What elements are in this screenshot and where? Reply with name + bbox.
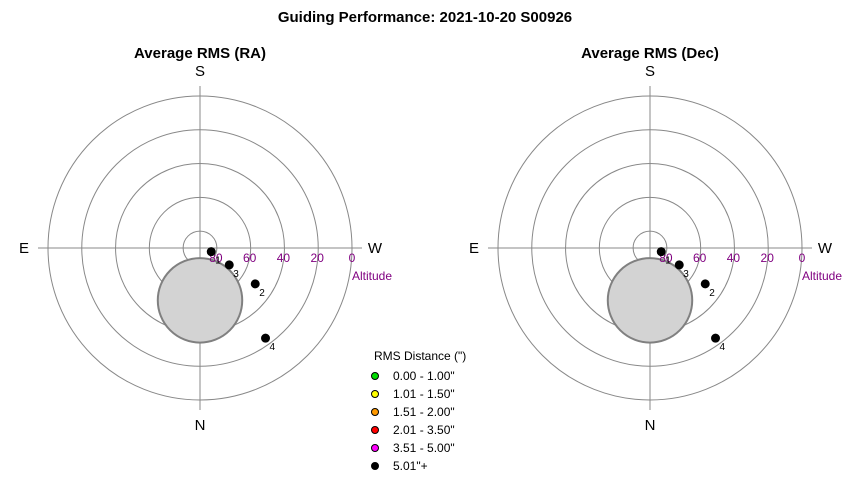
legend-dot-icon (371, 426, 379, 434)
data-point-label: 2 (709, 288, 715, 299)
legend-dot-icon (371, 462, 379, 470)
altitude-tick-label: 60 (243, 251, 257, 265)
legend-item-label: 1.01 - 1.50" (393, 387, 455, 401)
legend-dot-icon (371, 372, 379, 380)
legend-item-label: 3.51 - 5.00" (393, 441, 455, 455)
altitude-tick-label: 60 (693, 251, 707, 265)
altitude-ring (47, 95, 353, 401)
data-point-label: 3 (683, 269, 689, 280)
data-point (250, 279, 260, 289)
legend-item: 3.51 - 5.00" (368, 439, 498, 457)
legend-item-label: 5.01"+ (393, 459, 428, 473)
altitude-tick-label: 40 (277, 251, 291, 265)
legend-title: RMS Distance (") (374, 349, 467, 363)
legend-dot-icon (371, 408, 379, 416)
compass-west-label: W (368, 240, 383, 257)
altitude-tick-label: 20 (311, 251, 325, 265)
compass-south-label: S (195, 63, 205, 80)
legend-item-label: 0.00 - 1.00" (393, 369, 455, 383)
legend-dot-icon (371, 390, 379, 398)
compass-north-label: N (645, 417, 656, 434)
altitude-ring (81, 129, 319, 367)
altitude-ring (497, 95, 803, 401)
data-point (224, 260, 234, 270)
legend-item: 0.00 - 1.00" (368, 367, 498, 385)
legend-item-label: 1.51 - 2.00" (393, 405, 455, 419)
data-point-label: 3 (233, 269, 239, 280)
legend: RMS Distance (") 0.00 - 1.00" 1.01 - 1.50… (368, 349, 498, 475)
altitude-axis-label: Altitude (802, 269, 842, 283)
altitude-tick-label: 0 (349, 251, 356, 265)
compass-east-label: E (469, 240, 479, 257)
chart-title: Guiding Performance: 2021-10-20 S00926 (277, 9, 573, 26)
plot-title-ra: Average RMS (RA) (134, 45, 266, 62)
data-point (656, 247, 666, 257)
legend-item: 2.01 - 3.50" (368, 421, 498, 439)
data-point-label: 1 (215, 256, 221, 267)
exclusion-zone (606, 257, 694, 344)
exclusion-zone (156, 257, 244, 344)
legend-item-label: 2.01 - 3.50" (393, 423, 455, 437)
altitude-axis-label: Altitude (352, 269, 392, 283)
altitude-tick-label: 40 (727, 251, 741, 265)
legend-item: 5.01"+ (368, 457, 498, 475)
legend-item: 1.01 - 1.50" (368, 385, 498, 403)
data-point (261, 333, 271, 343)
data-point-label: 4 (720, 342, 726, 353)
legend-dot-icon (371, 444, 379, 452)
compass-west-label: W (818, 240, 833, 257)
compass-south-label: S (645, 63, 655, 80)
compass-north-label: N (195, 417, 206, 434)
compass-east-label: E (19, 240, 29, 257)
legend-item: 1.51 - 2.00" (368, 403, 498, 421)
data-point (206, 247, 216, 257)
plot-title-dec: Average RMS (Dec) (581, 45, 719, 62)
data-point (711, 333, 721, 343)
data-point (674, 260, 684, 270)
data-point-label: 4 (270, 342, 276, 353)
altitude-tick-label: 20 (761, 251, 775, 265)
data-point (700, 279, 710, 289)
altitude-ring (531, 129, 769, 367)
data-point-label: 2 (259, 288, 265, 299)
altitude-tick-label: 0 (799, 251, 806, 265)
data-point-label: 1 (665, 256, 671, 267)
